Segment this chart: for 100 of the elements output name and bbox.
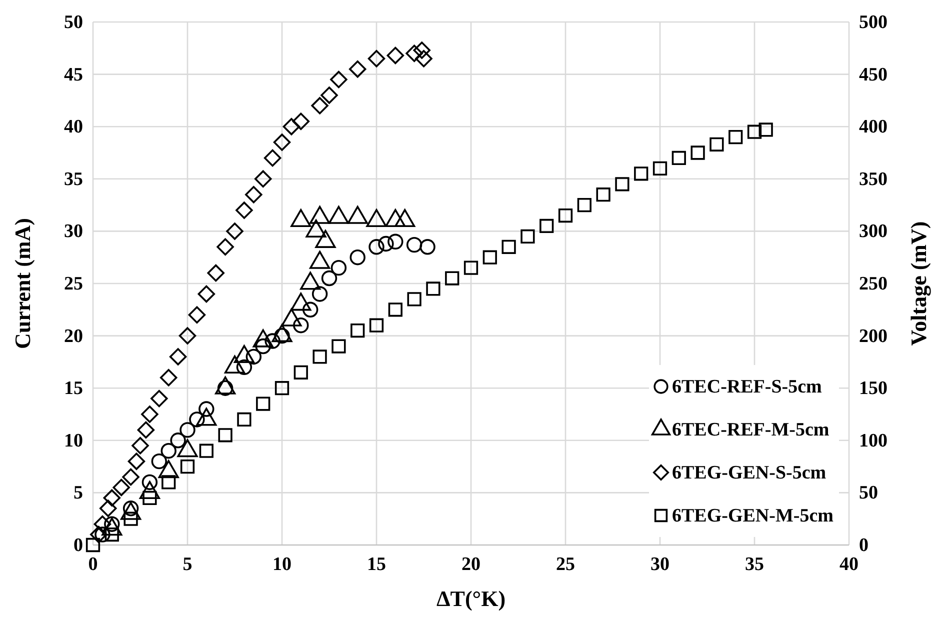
point	[320, 86, 338, 104]
point	[254, 170, 272, 188]
point	[728, 130, 743, 144]
point	[378, 236, 394, 252]
x-tick-label: 25	[556, 554, 575, 575]
point	[103, 489, 121, 507]
point	[311, 97, 328, 114]
legend-label: 6TEC-REF-S-5cm	[672, 376, 822, 398]
x-tick-label: 10	[272, 554, 292, 575]
point	[332, 339, 346, 354]
point	[407, 292, 422, 306]
x-tick-label: 5	[182, 554, 192, 575]
point	[312, 286, 328, 302]
y2-tick-label: 350	[859, 168, 888, 190]
x-tick-label: 40	[840, 554, 858, 575]
point	[302, 302, 318, 318]
point	[226, 222, 244, 240]
y-tick-label: 10	[64, 430, 83, 452]
point	[464, 260, 478, 275]
x-tick-label: 20	[462, 554, 480, 575]
point	[245, 186, 262, 204]
point	[520, 229, 535, 244]
point	[406, 236, 422, 253]
x-tick-label: 15	[367, 554, 386, 575]
point	[312, 350, 327, 364]
point	[180, 422, 196, 438]
point	[502, 240, 516, 254]
y2-tick-label: 300	[859, 221, 888, 242]
point	[124, 512, 138, 526]
point	[178, 327, 196, 344]
point	[237, 412, 252, 427]
point	[758, 122, 773, 137]
y2-tick-label: 250	[859, 274, 888, 294]
point	[199, 444, 214, 458]
y-tick-label: 25	[64, 274, 83, 294]
point	[415, 50, 432, 68]
point	[350, 250, 366, 266]
point	[142, 490, 157, 505]
y2-tick-label: 150	[859, 378, 888, 400]
point	[162, 475, 176, 490]
point	[690, 146, 705, 160]
point	[122, 468, 140, 486]
point	[386, 46, 404, 64]
point	[350, 324, 365, 338]
point	[128, 452, 146, 470]
point	[218, 428, 232, 442]
point	[256, 396, 270, 411]
point	[420, 239, 436, 255]
point	[330, 70, 348, 88]
point	[170, 432, 186, 448]
y-tick-label: 30	[64, 221, 83, 242]
point	[112, 478, 130, 496]
point	[710, 137, 724, 152]
point	[160, 369, 178, 386]
point	[330, 260, 347, 276]
point	[274, 381, 290, 396]
point	[94, 526, 110, 542]
point	[369, 318, 384, 332]
x-axis-title: ΔT(°K)	[436, 586, 506, 611]
point	[160, 443, 176, 459]
point	[236, 359, 252, 376]
legend-label: 6TEC-REF-M-5cm	[672, 420, 830, 440]
point	[388, 234, 404, 250]
y2-tick-label: 500	[859, 12, 888, 33]
point	[413, 42, 430, 59]
y-tick-label: 45	[64, 64, 83, 86]
point	[141, 406, 158, 423]
point	[445, 271, 460, 286]
y2-tick-label: 450	[859, 64, 888, 86]
point	[558, 208, 573, 223]
y-tick-label: 20	[64, 326, 83, 347]
point	[615, 177, 630, 192]
point	[540, 218, 554, 234]
point	[151, 453, 168, 470]
x-tick-label: 30	[650, 554, 670, 575]
point	[273, 134, 291, 151]
point	[368, 239, 384, 255]
point	[264, 149, 282, 167]
y-tick-label: 5	[74, 482, 83, 504]
point	[634, 166, 648, 181]
point	[264, 333, 280, 349]
point	[137, 421, 155, 439]
point	[294, 365, 308, 380]
point	[282, 118, 300, 136]
point	[99, 500, 117, 518]
legend-label: 6TEG-GEN-S-5cm	[672, 462, 826, 484]
point	[246, 348, 262, 365]
point	[293, 317, 309, 334]
point	[150, 390, 168, 408]
y-tick-label: 0	[74, 535, 83, 556]
point	[406, 44, 423, 62]
point	[652, 161, 668, 176]
point	[90, 526, 108, 544]
point	[321, 270, 338, 286]
y2-tick-label: 0	[859, 535, 868, 556]
y-tick-label: 15	[64, 378, 83, 400]
point	[577, 198, 592, 212]
point	[368, 50, 386, 68]
y2-tick-label: 100	[859, 430, 888, 452]
point	[255, 338, 271, 354]
